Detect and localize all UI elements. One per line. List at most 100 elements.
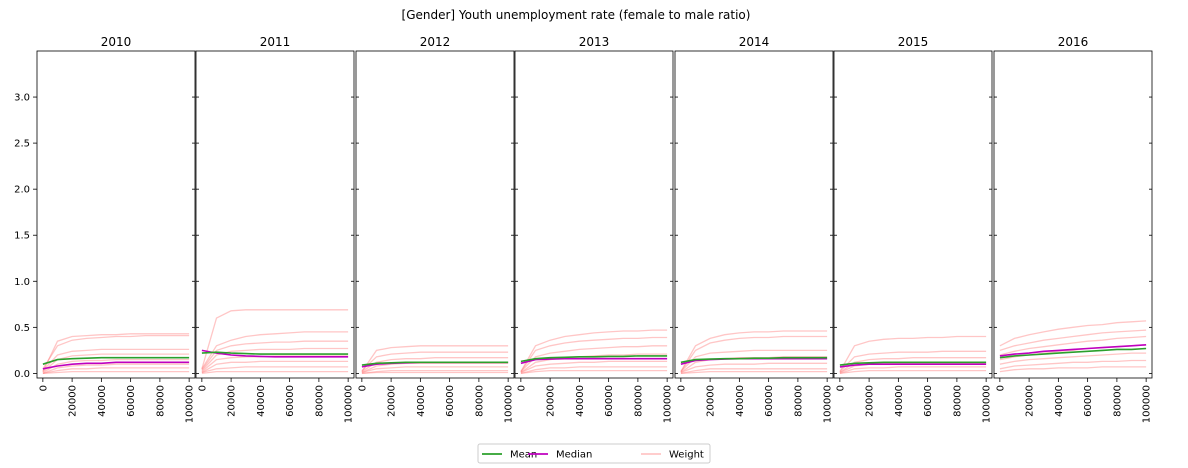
- series-weight-line: [42, 333, 190, 372]
- series-mean-line: [361, 361, 509, 366]
- series-weight-line: [361, 369, 509, 375]
- x-tick-label: 0: [676, 385, 687, 391]
- series-weight-line: [999, 329, 1147, 352]
- series-weight-line: [520, 345, 668, 373]
- panel-title: 2010: [101, 35, 132, 49]
- panel-frame: [993, 50, 1153, 379]
- y-tick-label: 2.5: [14, 139, 30, 150]
- legend-label: Mean: [510, 450, 537, 461]
- x-tick-label: 20000: [865, 385, 876, 417]
- x-tick-label: 40000: [97, 385, 108, 417]
- series-median-line: [42, 361, 190, 370]
- chart-title: [Gender] Youth unemployment rate (female…: [402, 8, 751, 22]
- panel-title: 2015: [898, 35, 929, 49]
- series-weight-line: [680, 370, 828, 375]
- legend-entry-median: Median: [528, 450, 592, 461]
- panel-title: 2016: [1058, 35, 1089, 49]
- series-weight-line: [839, 335, 987, 372]
- y-tick-label: 3.0: [14, 93, 30, 104]
- panel-2010: 2010 0 20000 40000 60000 80000 100000 0.0 0.5 1.0…: [14, 35, 196, 423]
- series-weight-line: [42, 353, 190, 373]
- panel-series: [520, 329, 668, 375]
- x-tick-label: 40000: [1054, 385, 1065, 417]
- panel-title: 2012: [420, 35, 451, 49]
- chart-legend: Mean Median Weight: [477, 443, 711, 464]
- chart-panels: 2010 0 20000 40000 60000 80000 100000 0.0 0.5 1.0…: [14, 35, 1153, 423]
- x-tick-label: 40000: [735, 385, 746, 417]
- panel-title: 2011: [260, 35, 291, 49]
- x-tick-label: 20000: [68, 385, 79, 417]
- series-mean-line: [839, 361, 987, 366]
- x-tick-label: 40000: [416, 385, 427, 417]
- series-weight-line: [839, 357, 987, 374]
- series-weight-line: [999, 352, 1147, 365]
- y-tick-label: 1.5: [14, 231, 30, 242]
- x-tick-label: 0: [995, 385, 1006, 391]
- series-weight-line: [361, 366, 509, 374]
- series-weight-line: [201, 360, 349, 374]
- x-tick-label: 100000: [663, 385, 674, 423]
- panel-frame: [195, 50, 355, 379]
- series-weight-line: [201, 370, 349, 375]
- series-weight-line: [361, 351, 509, 372]
- legend-entry-mean: Mean: [482, 450, 537, 461]
- x-tick-label: 20000: [227, 385, 238, 417]
- series-median-line: [999, 344, 1147, 357]
- x-tick-label: 40000: [575, 385, 586, 417]
- series-weight-line: [201, 355, 349, 373]
- x-tick-label: 80000: [633, 385, 644, 417]
- x-tick-label: 60000: [285, 385, 296, 417]
- series-weight-line: [42, 358, 190, 374]
- series-weight-line: [201, 309, 349, 369]
- series-weight-line: [839, 366, 987, 375]
- x-tick-label: 60000: [126, 385, 137, 417]
- series-weight-line: [520, 360, 668, 374]
- x-tick-label: 0: [516, 385, 527, 391]
- series-weight-line: [520, 369, 668, 375]
- series-median-line: [839, 363, 987, 368]
- series-weight-line: [361, 345, 509, 372]
- series-weight-line: [680, 335, 828, 372]
- legend-label: Weight: [669, 450, 704, 461]
- x-tick-label: 80000: [1112, 385, 1123, 417]
- series-weight-line: [520, 336, 668, 372]
- x-tick-label: 0: [197, 385, 208, 391]
- series-mean-line: [680, 356, 828, 364]
- y-tick-label: 0.5: [14, 323, 30, 334]
- panel-series: [839, 335, 987, 375]
- x-tick-label: 100000: [1142, 385, 1153, 423]
- panel-2011: 2011 0 20000 40000 60000 80000 100000: [195, 35, 355, 423]
- x-tick-label: 60000: [923, 385, 934, 417]
- series-mean-line: [201, 351, 349, 355]
- series-weight-line: [201, 340, 349, 371]
- panel-frame: [514, 50, 674, 379]
- panel-2016: 2016 0 20000 40000 60000 80000 100000: [993, 35, 1153, 423]
- panel-series: [361, 345, 509, 375]
- series-weight-line: [680, 349, 828, 373]
- series-weight-line: [680, 330, 828, 372]
- panel-series: [42, 333, 190, 375]
- legend-entry-weight: Weight: [641, 450, 704, 461]
- x-tick-label: 0: [38, 385, 49, 391]
- x-tick-label: 0: [357, 385, 368, 391]
- x-tick-label: 60000: [764, 385, 775, 417]
- series-weight-line: [999, 335, 1147, 356]
- x-tick-label: 100000: [185, 385, 196, 423]
- legend-label: Median: [556, 450, 592, 461]
- panel-series: [201, 309, 349, 375]
- x-tick-label: 100000: [982, 385, 993, 423]
- panel-frame: [355, 50, 515, 379]
- series-weight-line: [999, 366, 1147, 373]
- x-tick-label: 20000: [1025, 385, 1036, 417]
- x-tick-label: 80000: [314, 385, 325, 417]
- y-tick-label: 2.0: [14, 185, 30, 196]
- x-tick-label: 60000: [604, 385, 615, 417]
- panel-2015: 2015 0 20000 40000 60000 80000 100000: [833, 35, 993, 423]
- x-tick-label: 0: [835, 385, 846, 391]
- panel-2013: 2013 0 20000 40000 60000 80000 100000: [514, 35, 674, 423]
- series-weight-line: [999, 359, 1147, 370]
- panel-title: 2014: [739, 35, 770, 49]
- x-tick-label: 40000: [894, 385, 905, 417]
- series-mean-line: [520, 355, 668, 363]
- panel-frame: [674, 50, 834, 379]
